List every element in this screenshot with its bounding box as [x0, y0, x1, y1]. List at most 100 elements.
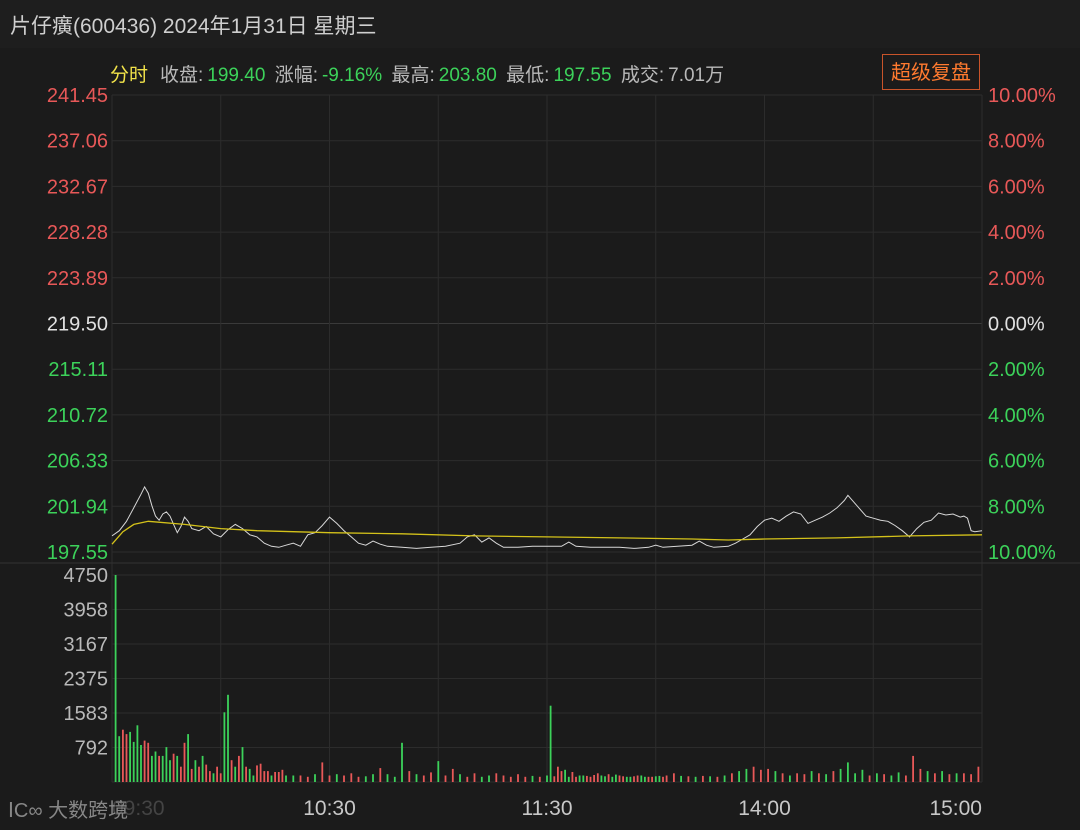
volume-bar [379, 768, 382, 782]
volume-bar [299, 775, 302, 782]
watermark-text: 大数跨境 [48, 800, 129, 822]
volume-bar [165, 747, 168, 782]
volume-bar [600, 775, 603, 782]
volume-bar [538, 776, 541, 782]
volume-bar [553, 776, 556, 782]
volume-bar [473, 773, 476, 782]
volume-bar [615, 774, 617, 782]
volume-value: 7.01万 [668, 65, 725, 86]
volume-bar [252, 775, 255, 782]
volume-bar [774, 771, 777, 782]
watermark: ⅠC∞ 大数跨境 [8, 794, 128, 823]
volume-bar [285, 775, 287, 782]
volume-bar [926, 771, 929, 782]
volume-bar [854, 773, 856, 782]
high-value: 203.80 [438, 65, 497, 86]
super-review-button[interactable]: 超级复盘 [882, 54, 980, 90]
volume-bar [832, 771, 835, 782]
volume-bar [847, 762, 849, 782]
volume-bar [745, 768, 748, 782]
volume-bar [629, 776, 632, 782]
volume-bar [890, 775, 893, 782]
volume-axis-label: 4750 [64, 565, 109, 587]
volume-bar [502, 775, 505, 782]
volume-bar [596, 773, 599, 782]
volume-bar [825, 774, 827, 782]
volume-bar [604, 776, 606, 782]
volume-bar [248, 768, 251, 782]
change-value: -9.16% [321, 65, 383, 86]
volume-bar [897, 772, 900, 782]
volume-bar [818, 773, 820, 782]
volume-bar [321, 762, 324, 782]
volume-bar [122, 729, 124, 782]
volume-bar [372, 774, 374, 782]
volume-bar [140, 745, 142, 782]
volume-bar [245, 766, 247, 782]
volume-bar [861, 769, 864, 782]
volume-bar [789, 775, 791, 782]
volume-axis-label: 792 [75, 738, 108, 760]
volume-bar [408, 771, 411, 782]
volume-bar [212, 773, 215, 782]
volume-bar [241, 747, 244, 782]
volume-bar [567, 776, 570, 782]
volume-bar [796, 773, 798, 782]
volume-bar [158, 755, 160, 782]
volume-bar [169, 760, 171, 782]
volume-bar [868, 775, 871, 782]
volume-bar [209, 771, 211, 782]
volume-bar [883, 774, 885, 782]
pct-axis-label: 8.00% [988, 496, 1045, 518]
volume-bar [401, 742, 403, 782]
close-label: 收盘: [160, 65, 204, 86]
volume-bar [205, 764, 208, 782]
volume-bar [665, 775, 668, 782]
volume-bar [549, 705, 552, 782]
low-value: 197.55 [553, 65, 612, 86]
price-axis-label: 206.33 [47, 451, 108, 473]
avg-price-series-line [111, 520, 983, 545]
price-axis-label: 197.55 [47, 542, 108, 564]
time-axis-label: 14:00 [738, 797, 791, 820]
time-axis-label: 11:30 [522, 797, 573, 820]
volume-bar [658, 775, 661, 782]
page-title: 片仔癀(600436) 2024年1月31日 星期三 [10, 15, 377, 38]
price-axis-label: 241.45 [47, 85, 108, 107]
price-axis-label: 228.28 [47, 222, 108, 244]
volume-bar [281, 769, 284, 782]
price-axis-label: 201.94 [47, 496, 108, 518]
volume-bar [176, 755, 179, 782]
volume-bar [640, 775, 643, 782]
volume-bar [586, 775, 588, 782]
volume-bar [803, 774, 806, 782]
volume-bar [589, 776, 592, 782]
volume-label: 成交: [620, 65, 665, 86]
volume-bar [839, 768, 842, 782]
mode-tab-fenshi[interactable]: 分时 [110, 65, 149, 86]
volume-bar [810, 771, 813, 782]
volume-bar [509, 776, 512, 782]
volume-bar [633, 776, 635, 782]
volume-bar [531, 775, 534, 782]
volume-bar [876, 773, 878, 782]
volume-bar [136, 725, 139, 782]
volume-bar [702, 775, 704, 782]
volume-bar [760, 769, 762, 782]
volume-bar [227, 694, 229, 782]
high-label: 最高: [391, 65, 435, 86]
volume-bar [314, 774, 316, 782]
pct-axis-label: 8.00% [988, 131, 1045, 153]
volume-bar [129, 731, 131, 782]
volume-bar [223, 712, 226, 782]
volume-bar [277, 772, 280, 782]
volume-bar [912, 755, 914, 782]
volume-bar [270, 775, 273, 782]
volume-bar [625, 776, 628, 782]
volume-bar [488, 775, 490, 782]
volume-bar [230, 760, 233, 782]
volume-bar [451, 768, 454, 782]
volume-bar [934, 773, 936, 782]
volume-bar [216, 766, 218, 782]
